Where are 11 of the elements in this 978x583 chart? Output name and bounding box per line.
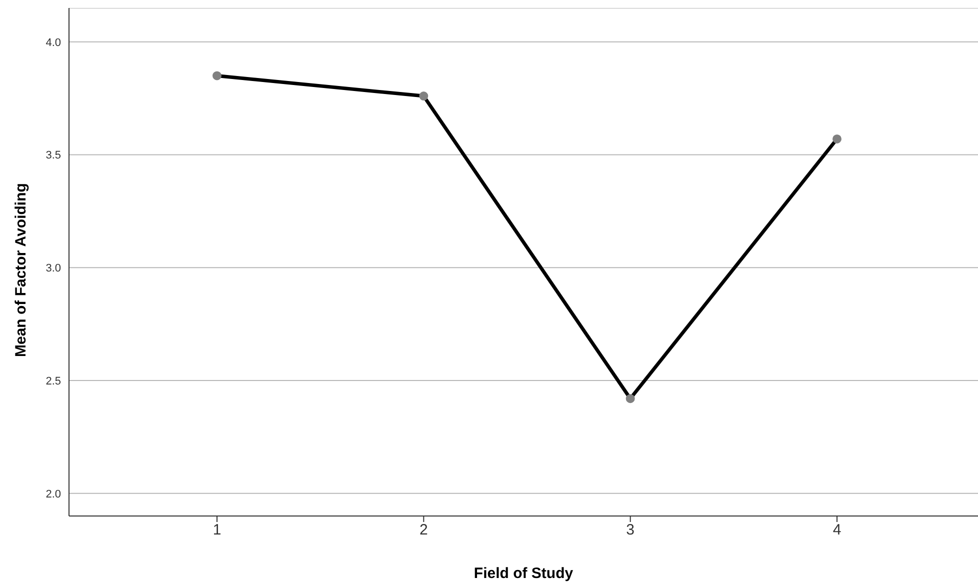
- y-tick-label: 4.0: [46, 36, 61, 49]
- x-tick-label: 2: [419, 522, 428, 539]
- y-tick-label: 2.0: [46, 488, 61, 500]
- x-tick-label: 3: [626, 522, 635, 539]
- x-axis-title: Field of Study: [474, 565, 574, 582]
- x-tick-label: 1: [212, 522, 222, 539]
- y-tick-label: 2.5: [46, 375, 61, 388]
- y-tick-label: 3.5: [46, 150, 61, 162]
- y-tick-label: 3.0: [46, 262, 61, 275]
- x-tick-label: 4: [832, 522, 842, 539]
- y-axis-title: Mean of Factor Avoiding: [12, 183, 30, 357]
